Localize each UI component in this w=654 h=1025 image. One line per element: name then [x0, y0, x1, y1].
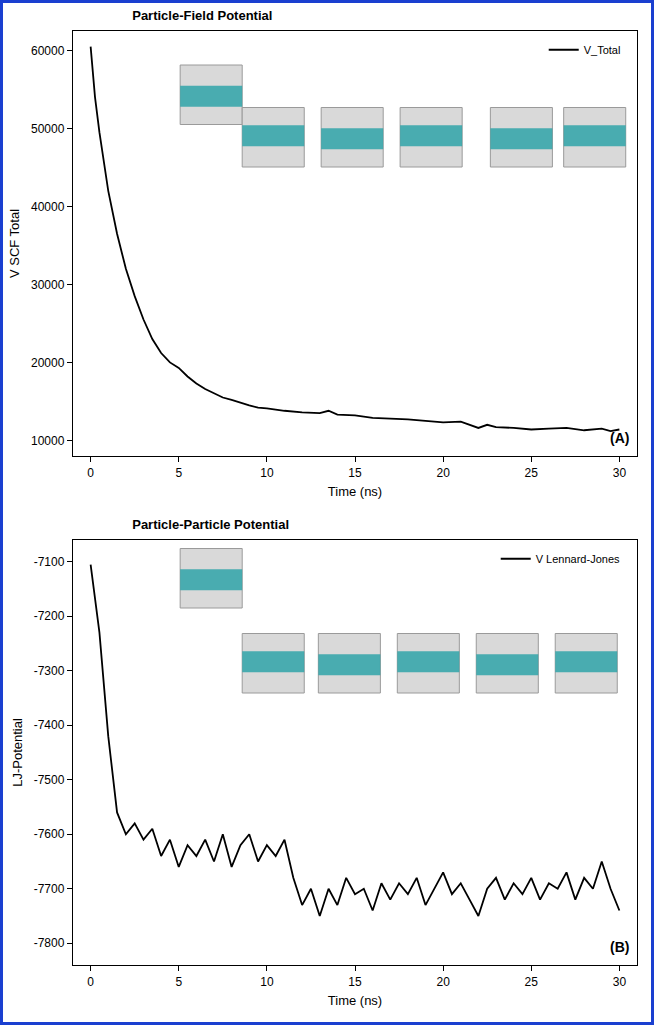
svg-text:V Lennard-Jones: V Lennard-Jones: [536, 553, 620, 565]
svg-text:10: 10: [260, 975, 274, 989]
svg-text:15: 15: [348, 466, 362, 480]
svg-text:5: 5: [175, 466, 182, 480]
svg-text:-7600: -7600: [34, 827, 65, 841]
svg-text:V_Total: V_Total: [584, 44, 621, 56]
svg-text:-7200: -7200: [34, 609, 65, 623]
svg-text:-7700: -7700: [34, 882, 65, 896]
svg-text:LJ-Potential: LJ-Potential: [10, 718, 25, 787]
svg-text:30: 30: [613, 975, 627, 989]
svg-text:Time (ns): Time (ns): [328, 993, 382, 1008]
svg-text:20000: 20000: [31, 356, 65, 370]
svg-text:Time (ns): Time (ns): [328, 484, 382, 499]
svg-text:10000: 10000: [31, 434, 65, 448]
svg-text:25: 25: [525, 466, 539, 480]
svg-text:(A): (A): [610, 430, 629, 446]
svg-text:30: 30: [613, 466, 627, 480]
svg-text:0: 0: [87, 466, 94, 480]
svg-text:(B): (B): [610, 939, 629, 955]
svg-text:25: 25: [525, 975, 539, 989]
svg-text:10: 10: [260, 466, 274, 480]
svg-text:50000: 50000: [31, 122, 65, 136]
svg-text:0: 0: [87, 975, 94, 989]
svg-text:-7100: -7100: [34, 555, 65, 569]
svg-text:-7500: -7500: [34, 773, 65, 787]
svg-text:15: 15: [348, 975, 362, 989]
svg-text:40000: 40000: [31, 200, 65, 214]
svg-text:30000: 30000: [31, 278, 65, 292]
svg-text:-7800: -7800: [34, 936, 65, 950]
svg-text:60000: 60000: [31, 44, 65, 58]
svg-text:Particle-Field Potential: Particle-Field Potential: [132, 8, 272, 23]
svg-text:5: 5: [175, 975, 182, 989]
svg-text:V SCF Total: V SCF Total: [7, 209, 22, 278]
svg-text:20: 20: [436, 466, 450, 480]
svg-text:Particle-Particle Potential: Particle-Particle Potential: [132, 517, 289, 532]
svg-text:-7400: -7400: [34, 718, 65, 732]
svg-text:-7300: -7300: [34, 664, 65, 678]
svg-text:20: 20: [436, 975, 450, 989]
